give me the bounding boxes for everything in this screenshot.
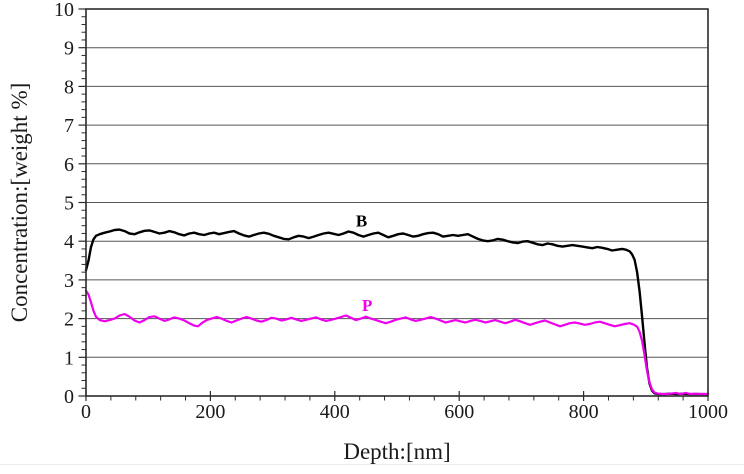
y-tick-label: 1 — [64, 347, 74, 369]
y-tick-label: 2 — [64, 309, 74, 331]
x-tick-label: 0 — [81, 401, 91, 423]
x-axis-title: Depth:[nm] — [343, 439, 450, 464]
gridlines — [86, 47, 708, 358]
tick-labels: 0 1 2 3 4 5 6 7 8 9 10 0 200 400 600 800 1000 — [54, 0, 728, 423]
series-line-P — [84, 289, 710, 396]
screenshot-bottom-edge — [0, 464, 744, 465]
y-tick-label: 5 — [64, 193, 74, 215]
x-tick-label: 200 — [195, 401, 225, 423]
series-line-B — [84, 228, 710, 396]
x-tick-label: 1000 — [688, 401, 728, 423]
series-lines — [84, 228, 710, 396]
y-tick-label: 0 — [64, 386, 74, 408]
series-labels: BP — [356, 211, 372, 314]
y-tick-label: 9 — [64, 38, 74, 60]
y-tick-label: 4 — [64, 231, 74, 253]
y-tick-label: 6 — [64, 154, 74, 176]
series-label-B: B — [356, 211, 367, 230]
axis-ticks — [78, 8, 709, 401]
y-tick-label: 3 — [64, 270, 74, 292]
series-label-P: P — [362, 296, 372, 315]
x-tick-label: 800 — [569, 401, 599, 423]
y-tick-label: 7 — [64, 115, 74, 137]
y-tick-label: 8 — [64, 76, 74, 98]
y-tick-label: 10 — [54, 0, 74, 21]
x-tick-label: 400 — [320, 401, 350, 423]
x-tick-label: 600 — [444, 401, 474, 423]
y-axis-title: Concentration:[weight %] — [7, 83, 32, 323]
